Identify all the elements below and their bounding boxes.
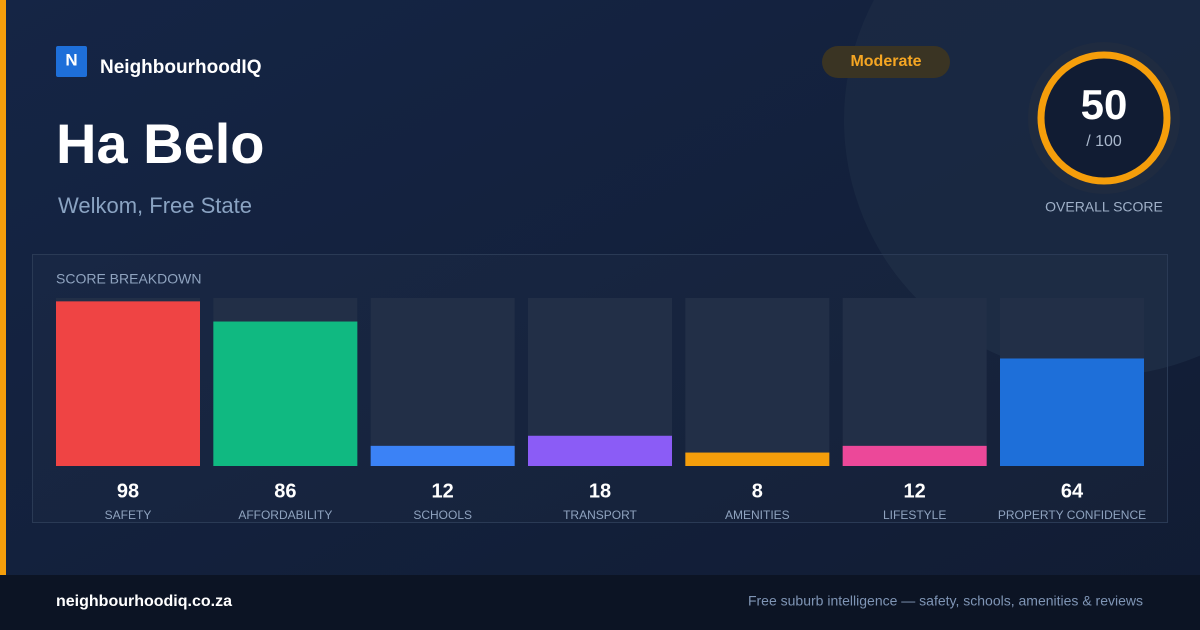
category-label: AMENITIES	[725, 508, 790, 522]
bar	[370, 445, 515, 466]
overall-label: OVERALL SCORE	[1045, 199, 1163, 215]
rating-text: Moderate	[850, 53, 921, 70]
value-label: 86	[274, 480, 296, 502]
category-label: PROPERTY CONFIDENCE	[998, 508, 1146, 522]
value-label: 98	[117, 480, 139, 502]
value-label: 18	[589, 480, 611, 502]
category-label: SAFETY	[105, 508, 152, 522]
overall-score: 50	[1081, 81, 1128, 128]
category-label: LIFESTYLE	[883, 508, 946, 522]
bar	[56, 301, 200, 466]
suburb-title: Ha Belo	[56, 112, 265, 175]
value-label: 12	[432, 480, 454, 502]
bar	[842, 445, 987, 466]
bar-track	[685, 298, 830, 466]
bar-track	[370, 298, 515, 466]
footer-tagline: Free suburb intelligence — safety, schoo…	[748, 593, 1143, 609]
location: Welkom, Free State	[58, 193, 252, 218]
category-label: AFFORDABILITY	[238, 508, 332, 522]
bar	[213, 321, 358, 466]
value-label: 64	[1061, 480, 1084, 502]
overall-max: / 100	[1086, 133, 1122, 150]
value-label: 8	[752, 480, 763, 502]
score-ring	[1037, 51, 1171, 185]
logo	[56, 46, 87, 77]
breakdown-title: SCORE BREAKDOWN	[56, 271, 201, 287]
footer-domain: neighbourhoodiq.co.za	[56, 593, 232, 610]
breakdown-panel	[32, 254, 1168, 523]
bar	[528, 435, 672, 466]
logo-letter: N	[65, 50, 77, 69]
rating-badge	[822, 46, 950, 78]
brand: NeighbourhoodIQ	[100, 57, 261, 78]
bar	[1000, 358, 1144, 466]
category-label: TRANSPORT	[563, 508, 637, 522]
bar-track	[842, 298, 987, 466]
value-label: 12	[904, 480, 926, 502]
accent-stripe	[0, 0, 6, 575]
category-label: SCHOOLS	[413, 508, 472, 522]
bar	[685, 452, 830, 466]
footer	[0, 575, 1200, 630]
